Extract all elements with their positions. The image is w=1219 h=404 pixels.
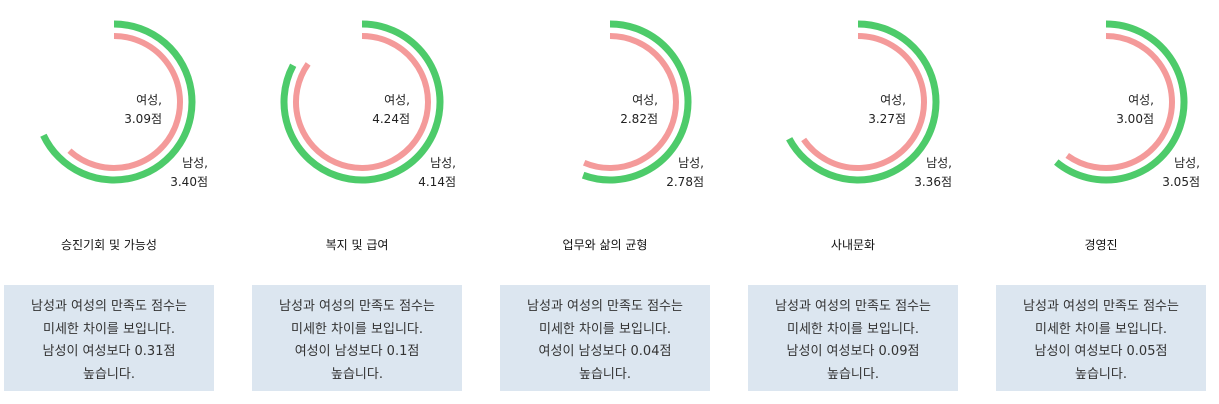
summary-line: 높습니다. xyxy=(331,366,383,382)
female-arc xyxy=(801,33,927,171)
summary-line: 높습니다. xyxy=(827,366,879,382)
female-data-label: 여성, 4.24점 xyxy=(372,93,410,126)
summary-line: 미세한 차이를 보입니다. xyxy=(291,321,423,337)
summary-line: 남성이 여성보다 0.09점 xyxy=(786,344,920,359)
summary-line: 높습니다. xyxy=(1075,366,1127,382)
summary-line: 남성과 여성의 만족도 점수는 xyxy=(1023,299,1179,314)
chart-title: 사내문화 xyxy=(830,238,876,252)
summary-line: 미세한 차이를 보입니다. xyxy=(787,321,919,337)
summary-line: 남성과 여성의 만족도 점수는 xyxy=(527,299,683,314)
summary-line: 여성이 남성보다 0.1점 xyxy=(294,344,420,359)
summary-line: 남성과 여성의 만족도 점수는 xyxy=(31,299,187,314)
male-arc xyxy=(1054,20,1188,184)
male-arc xyxy=(786,20,940,184)
male-data-label: 남성, 3.40점 xyxy=(170,156,208,189)
chart-title: 복지 및 급여 xyxy=(325,238,389,252)
summary-line: 남성이 여성보다 0.31점 xyxy=(42,344,176,359)
summary-line: 미세한 차이를 보입니다. xyxy=(539,321,671,337)
male-arc xyxy=(40,20,196,184)
male-data-label: 남성, 3.05점 xyxy=(1162,156,1200,189)
female-data-label: 여성, 2.82점 xyxy=(620,93,658,126)
male-data-label: 남성, 2.78점 xyxy=(666,156,704,189)
chart-title: 업무와 삶의 균형 xyxy=(562,238,648,252)
female-data-label: 여성, 3.27점 xyxy=(868,93,906,126)
summary-line: 높습니다. xyxy=(83,366,135,382)
summary-line: 남성이 여성보다 0.05점 xyxy=(1034,344,1168,359)
chart-title: 승진기회 및 가능성 xyxy=(61,238,157,252)
summary-line: 여성이 남성보다 0.04점 xyxy=(538,344,672,359)
male-arc xyxy=(280,20,444,184)
female-data-label: 여성, 3.00점 xyxy=(1116,93,1154,126)
summary-line: 높습니다. xyxy=(579,366,631,382)
summary-line: 남성과 여성의 만족도 점수는 xyxy=(279,299,435,314)
summary-line: 남성과 여성의 만족도 점수는 xyxy=(775,299,931,314)
male-arc xyxy=(581,20,692,184)
male-data-label: 남성, 4.14점 xyxy=(418,156,456,189)
male-data-label: 남성, 3.36점 xyxy=(914,156,952,189)
female-arc xyxy=(67,33,183,171)
female-arc xyxy=(1065,33,1175,171)
summary-line: 미세한 차이를 보입니다. xyxy=(43,321,175,337)
female-arc xyxy=(293,33,431,171)
female-data-label: 여성, 3.09점 xyxy=(124,93,162,126)
summary-line: 미세한 차이를 보입니다. xyxy=(1035,321,1167,337)
female-arc xyxy=(583,33,679,171)
chart-title: 경영진 xyxy=(1084,238,1118,252)
